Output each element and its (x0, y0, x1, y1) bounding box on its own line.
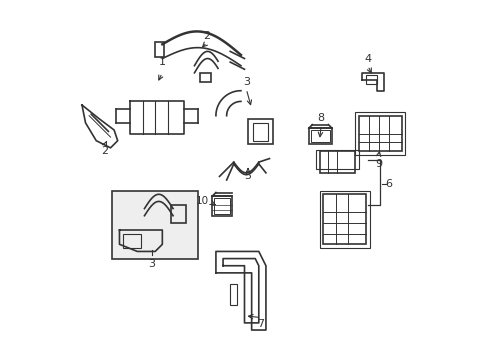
Bar (308, 128, 331, 144)
Bar (354, 112, 405, 155)
Bar (253, 123, 267, 141)
Text: 1: 1 (159, 58, 165, 67)
Text: 8: 8 (317, 113, 324, 123)
Text: 9: 9 (374, 158, 381, 168)
Text: 4: 4 (364, 54, 370, 64)
Bar (319, 191, 369, 248)
Bar (171, 205, 185, 223)
Bar (247, 119, 272, 144)
Text: 3: 3 (148, 258, 155, 269)
Bar (112, 191, 198, 258)
Text: 3: 3 (242, 77, 249, 87)
Bar (323, 194, 365, 244)
Bar (155, 42, 164, 57)
Text: 2: 2 (203, 31, 210, 41)
Text: 7: 7 (257, 319, 264, 329)
Text: 10: 10 (195, 197, 208, 206)
Bar (315, 150, 358, 169)
Bar (214, 198, 230, 214)
Bar (358, 116, 401, 152)
Bar (310, 130, 329, 143)
Text: 6: 6 (385, 179, 392, 189)
Bar (123, 234, 141, 248)
Text: 2: 2 (102, 146, 108, 156)
Bar (319, 152, 354, 173)
Bar (212, 196, 231, 216)
Bar (230, 284, 237, 305)
Bar (365, 75, 376, 84)
Bar (200, 73, 210, 82)
Text: 5: 5 (244, 171, 251, 181)
